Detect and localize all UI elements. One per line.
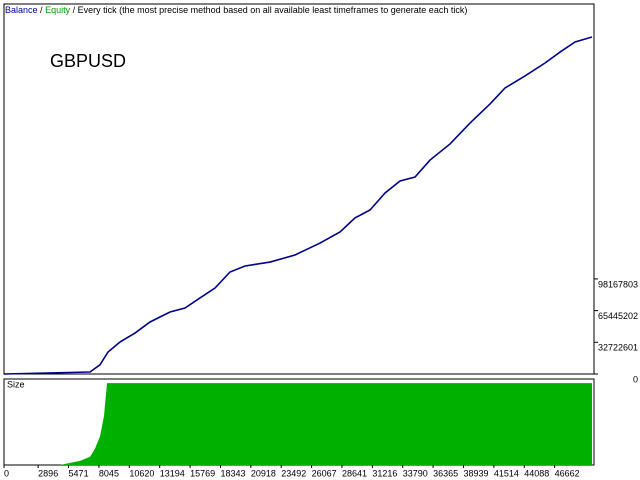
x-tick-label: 2896	[38, 468, 58, 478]
y-tick-label: 32722601	[598, 343, 638, 353]
x-tick-label: 44088	[524, 468, 549, 478]
x-tick-label: 28641	[342, 468, 367, 478]
x-tick-label: 26067	[312, 468, 337, 478]
x-tick-label: 5471	[69, 468, 89, 478]
y-tick-label: 65445202	[598, 311, 638, 321]
x-tick-label: 15769	[190, 468, 215, 478]
y-tick-label: 0	[633, 374, 638, 384]
x-tick-label: 13194	[160, 468, 185, 478]
symbol-label: GBPUSD	[50, 51, 126, 71]
header: Balance / Equity / Every tick (the most …	[5, 5, 467, 15]
x-tick-label: 8045	[99, 468, 119, 478]
panel-label: Size	[7, 379, 25, 389]
balance-label: Balance	[5, 5, 38, 15]
x-tick-label: 36365	[433, 468, 458, 478]
x-tick-label: 20918	[251, 468, 276, 478]
y-tick-label: 98167803	[598, 279, 638, 289]
x-tick-label: 0	[4, 468, 9, 478]
equity-label: Equity	[45, 5, 71, 15]
x-tick-label: 38939	[463, 468, 488, 478]
x-tick-label: 23492	[281, 468, 306, 478]
x-tick-label: 46662	[555, 468, 580, 478]
x-tick-label: 31216	[372, 468, 397, 478]
x-tick-label: 33790	[403, 468, 428, 478]
separator: /	[73, 5, 76, 15]
x-tick-label: 10620	[129, 468, 154, 478]
x-tick-label: 18343	[220, 468, 245, 478]
x-tick-label: 41514	[494, 468, 519, 478]
method-label: Every tick (the most precise method base…	[78, 5, 468, 15]
balance-line	[3, 36, 593, 375]
separator: /	[40, 5, 43, 15]
size-area	[4, 383, 593, 465]
main-panel	[3, 3, 595, 375]
